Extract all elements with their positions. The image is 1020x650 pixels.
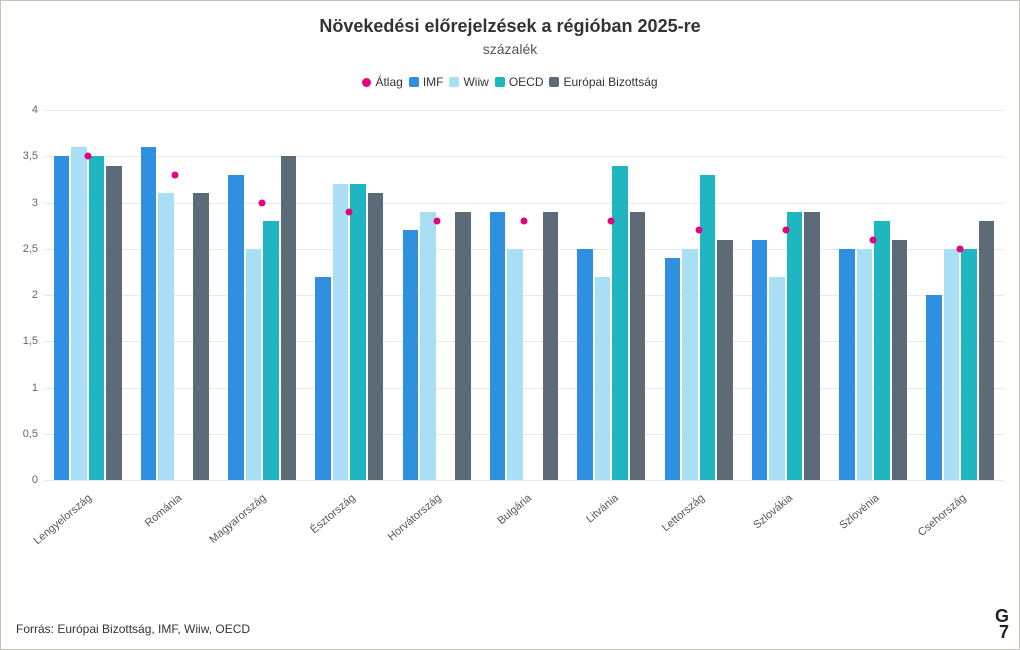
x-tick-label: Szlovénia: [838, 492, 882, 532]
point-avg: [957, 245, 964, 252]
x-tick-label: Lengyelország: [32, 492, 95, 547]
y-gridline: [44, 480, 1004, 481]
x-tick-label: Románia: [143, 492, 184, 529]
legend-swatch: [409, 77, 419, 87]
point-avg: [84, 153, 91, 160]
point-avg: [695, 227, 702, 234]
point-avg: [608, 218, 615, 225]
legend-item-ec: Európai Bizottság: [549, 75, 657, 89]
legend-swatch: [449, 77, 459, 87]
point-avg: [346, 208, 353, 215]
legend: Átlag IMF Wiiw OECD Európai Bizottság: [0, 75, 1020, 89]
y-tick-label: 3: [32, 197, 44, 209]
chart-title: Növekedési előrejelzések a régióban 2025…: [0, 16, 1020, 37]
legend-item-oecd: OECD: [495, 75, 544, 89]
x-tick-label: Lettország: [660, 492, 707, 534]
x-tick-label: Észtország: [308, 492, 357, 536]
legend-item-imf: IMF: [409, 75, 444, 89]
y-tick-label: 0: [32, 474, 44, 486]
x-tick-label: Csehország: [916, 492, 969, 539]
point-avg: [433, 218, 440, 225]
x-tick-label: Litvánia: [584, 492, 621, 526]
plot-area: 00,511,522,533,54: [44, 110, 1004, 480]
y-tick-label: 0,5: [23, 428, 44, 440]
source-note: Forrás: Európai Bizottság, IMF, Wiiw, OE…: [16, 622, 250, 636]
logo-line-2: 7: [995, 625, 1008, 640]
x-tick-label: Szlovákia: [751, 492, 795, 531]
legend-swatch: [549, 77, 559, 87]
x-tick-label: Bulgária: [495, 492, 534, 527]
y-tick-label: 3,5: [23, 150, 44, 162]
y-tick-label: 4: [32, 104, 44, 116]
legend-swatch: [362, 78, 371, 87]
x-tick-label: Horvátország: [386, 492, 444, 543]
point-avg: [259, 199, 266, 206]
legend-swatch: [495, 77, 505, 87]
y-tick-label: 2: [32, 289, 44, 301]
point-avg: [521, 218, 528, 225]
publisher-logo: G 7: [995, 609, 1008, 640]
chart-subtitle: százalék: [0, 41, 1020, 57]
point-avg: [782, 227, 789, 234]
legend-label: OECD: [509, 75, 544, 89]
legend-item-avg: Átlag: [362, 75, 402, 89]
point-avg: [870, 236, 877, 243]
x-tick-label: Magyarország: [208, 492, 269, 546]
point-avg: [171, 171, 178, 178]
y-tick-label: 1,5: [23, 335, 44, 347]
y-tick-label: 2,5: [23, 243, 44, 255]
legend-label: Wiiw: [463, 75, 488, 89]
legend-label: Európai Bizottság: [563, 75, 657, 89]
legend-item-wiiw: Wiiw: [449, 75, 488, 89]
points-layer: [44, 110, 1004, 480]
chart-container: Növekedési előrejelzések a régióban 2025…: [0, 0, 1020, 650]
legend-label: Átlag: [375, 75, 402, 89]
legend-label: IMF: [423, 75, 444, 89]
x-axis-labels: LengyelországRomániaMagyarországÉsztorsz…: [44, 492, 1004, 582]
y-tick-label: 1: [32, 382, 44, 394]
